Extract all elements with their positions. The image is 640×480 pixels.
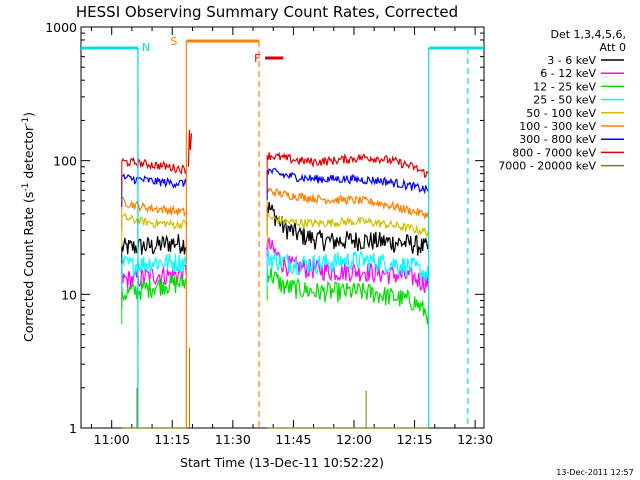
saa-label: S (170, 35, 177, 48)
series-line-2 (121, 274, 187, 303)
flare-label: F (254, 52, 260, 65)
saa-spike (187, 129, 192, 167)
legend-label: 12 - 25 keV (533, 80, 596, 93)
legend-label: 50 - 100 keV (526, 107, 596, 120)
y-axis-label-sup2: -1 (21, 117, 31, 126)
y-axis-label-end: ) (21, 112, 36, 117)
y-tick-label: 100 (53, 154, 77, 169)
series-line-4 (121, 213, 187, 231)
series-line-5 (266, 187, 430, 220)
legend-label: 300 - 800 keV (519, 133, 596, 146)
legend-label: 100 - 300 keV (519, 120, 596, 133)
series-line-7 (266, 151, 430, 178)
legend-label: 3 - 6 keV (547, 54, 596, 67)
series-line-0 (266, 202, 430, 256)
chart-title: HESSI Observing Summary Count Rates, Cor… (76, 3, 458, 21)
series-line-2 (266, 267, 430, 325)
series-line-3 (121, 253, 187, 277)
legend-label: 25 - 50 keV (533, 94, 596, 107)
legend-label: 800 - 7000 keV (512, 146, 596, 159)
x-tick-label: 11:00 (94, 432, 130, 447)
series-line-7 (121, 157, 187, 175)
night-label: N (142, 41, 150, 54)
x-tick-label: 11:15 (154, 432, 190, 447)
y-tick-label: 10 (61, 287, 77, 302)
x-tick-label: 11:45 (275, 432, 311, 447)
y-tick-label: 1000 (45, 20, 77, 35)
x-tick-label: 12:00 (336, 432, 372, 447)
plot-area: 11:00 11:15 11:30 11:45 12:00 12:15 12:30 1 10 10… (45, 20, 493, 447)
y-axis-label-sup: -1 (21, 183, 31, 192)
series-line-6 (121, 173, 187, 189)
x-tick-label: 12:30 (457, 432, 493, 447)
x-tick-label: 12:15 (397, 432, 433, 447)
legend-label: 7000 - 20000 keV (498, 160, 596, 173)
legend-label: 6 - 12 keV (540, 67, 596, 80)
x-axis-label: Start Time (13-Dec-11 10:52:22) (180, 455, 384, 470)
series-line-5 (121, 196, 187, 217)
series-line-0 (121, 234, 187, 255)
series-line-6 (266, 167, 430, 195)
legend-header: Att 0 (600, 41, 626, 54)
x-tick-label: 11:30 (215, 432, 251, 447)
y-axis-label-rest: detector (21, 125, 36, 183)
y-axis-label: Corrected Count Rate (s-1 detector-1) (21, 112, 36, 342)
y-axis-label-main: Corrected Count Rate (s (21, 192, 36, 342)
legend-header: Det 1,3,4,5,6, (550, 28, 626, 41)
series-line-3 (266, 249, 430, 283)
y-tick-label: 1 (69, 421, 77, 436)
series-line-4 (266, 212, 430, 239)
series-line-1 (266, 237, 430, 294)
timestamp: 13-Dec-2011 12:57 (556, 468, 633, 477)
